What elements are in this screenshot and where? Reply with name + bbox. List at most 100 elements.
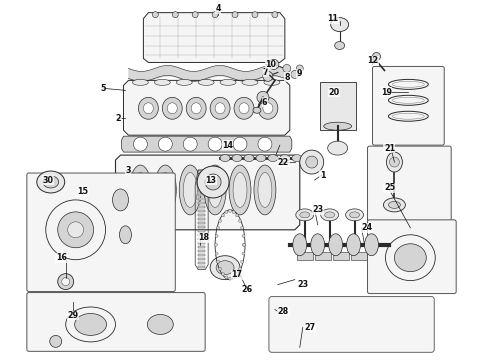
Text: 9: 9 — [297, 69, 302, 78]
Circle shape — [46, 200, 105, 260]
Text: 20: 20 — [328, 88, 339, 97]
Text: 7: 7 — [263, 68, 269, 77]
Ellipse shape — [229, 165, 251, 215]
Ellipse shape — [233, 172, 247, 207]
Ellipse shape — [37, 171, 65, 193]
Ellipse shape — [133, 172, 147, 207]
Ellipse shape — [292, 154, 302, 162]
Text: 30: 30 — [43, 176, 54, 185]
Circle shape — [215, 243, 218, 246]
Circle shape — [241, 260, 244, 263]
Circle shape — [306, 156, 318, 168]
Bar — [198, 214, 205, 216]
FancyBboxPatch shape — [27, 173, 175, 292]
Circle shape — [208, 137, 222, 151]
Bar — [198, 190, 205, 193]
Circle shape — [283, 64, 291, 72]
Text: 8: 8 — [285, 73, 291, 82]
Circle shape — [228, 210, 232, 212]
Ellipse shape — [254, 165, 276, 215]
Bar — [198, 194, 205, 197]
Ellipse shape — [167, 103, 177, 114]
Circle shape — [205, 174, 221, 190]
Circle shape — [372, 53, 380, 60]
Ellipse shape — [304, 154, 314, 162]
Text: 11: 11 — [327, 14, 338, 23]
Bar — [315, 252, 331, 260]
Ellipse shape — [132, 80, 148, 85]
Ellipse shape — [191, 103, 201, 114]
Circle shape — [152, 12, 158, 18]
Ellipse shape — [239, 103, 249, 114]
Text: 22: 22 — [278, 158, 289, 167]
Ellipse shape — [293, 234, 307, 256]
Circle shape — [239, 219, 242, 222]
Ellipse shape — [394, 244, 426, 272]
Circle shape — [225, 276, 228, 279]
Circle shape — [215, 234, 218, 238]
FancyBboxPatch shape — [27, 293, 205, 351]
Text: 25: 25 — [384, 184, 395, 193]
Circle shape — [258, 137, 272, 151]
Circle shape — [243, 243, 245, 246]
Bar — [319, 82, 356, 130]
Ellipse shape — [328, 141, 347, 155]
Bar — [350, 252, 367, 260]
Circle shape — [172, 12, 178, 18]
Ellipse shape — [300, 212, 310, 218]
Text: 1: 1 — [319, 171, 325, 180]
Ellipse shape — [183, 172, 197, 207]
Polygon shape — [33, 190, 119, 278]
Bar — [198, 198, 205, 201]
Text: 23: 23 — [298, 280, 309, 289]
Ellipse shape — [331, 18, 348, 32]
Ellipse shape — [179, 165, 201, 215]
Ellipse shape — [220, 154, 230, 162]
Circle shape — [239, 267, 242, 270]
Bar — [198, 186, 205, 189]
Ellipse shape — [204, 165, 226, 215]
Text: 15: 15 — [77, 188, 88, 197]
Circle shape — [68, 222, 84, 238]
Polygon shape — [32, 302, 196, 347]
Circle shape — [252, 12, 258, 18]
Text: 14: 14 — [222, 141, 233, 150]
Bar — [198, 178, 205, 180]
Bar — [198, 234, 205, 236]
Text: 27: 27 — [305, 323, 316, 332]
Ellipse shape — [74, 314, 106, 336]
Circle shape — [221, 273, 224, 275]
Circle shape — [192, 12, 198, 18]
Bar — [198, 182, 205, 184]
Circle shape — [133, 137, 147, 151]
Ellipse shape — [244, 154, 254, 162]
Ellipse shape — [384, 198, 405, 212]
Ellipse shape — [256, 154, 266, 162]
Ellipse shape — [43, 176, 59, 188]
Circle shape — [217, 260, 220, 263]
Text: 2: 2 — [116, 114, 121, 123]
Ellipse shape — [138, 97, 158, 119]
Text: 17: 17 — [232, 270, 243, 279]
Bar — [198, 170, 205, 172]
Polygon shape — [122, 136, 292, 152]
Circle shape — [228, 277, 232, 280]
Ellipse shape — [129, 165, 151, 215]
Bar — [198, 246, 205, 248]
Ellipse shape — [154, 80, 171, 85]
Bar — [198, 206, 205, 208]
Bar — [198, 202, 205, 204]
Ellipse shape — [186, 97, 206, 119]
Circle shape — [236, 273, 239, 275]
Circle shape — [233, 137, 247, 151]
Bar — [198, 258, 205, 260]
Ellipse shape — [258, 172, 272, 207]
Ellipse shape — [389, 201, 400, 208]
Ellipse shape — [66, 307, 116, 342]
Ellipse shape — [329, 234, 343, 256]
Text: 13: 13 — [205, 176, 216, 185]
Ellipse shape — [345, 209, 364, 221]
Circle shape — [269, 59, 279, 69]
Text: 6: 6 — [262, 98, 268, 107]
Ellipse shape — [296, 209, 314, 221]
